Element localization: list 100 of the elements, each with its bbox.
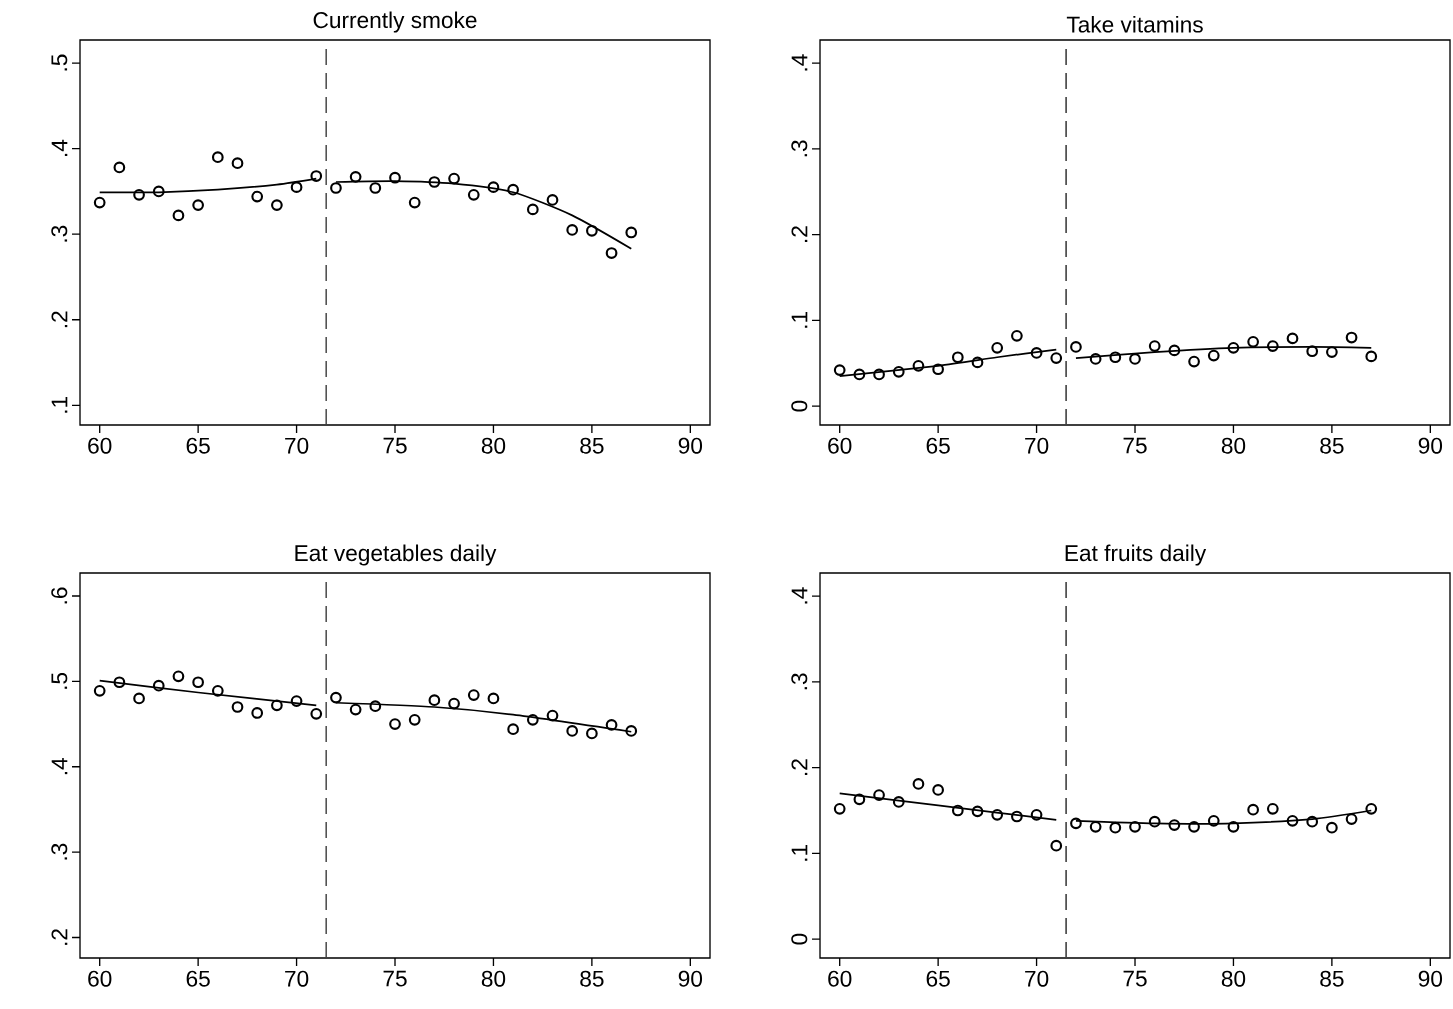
point — [951, 804, 964, 817]
point — [487, 692, 500, 705]
point — [1306, 345, 1319, 358]
point — [330, 691, 342, 704]
point — [448, 172, 460, 185]
point — [873, 368, 885, 381]
point — [231, 701, 244, 713]
point — [211, 684, 224, 697]
point — [1050, 352, 1063, 364]
point — [1326, 821, 1338, 834]
y-tick-label: 0 — [791, 400, 808, 412]
point — [932, 363, 944, 376]
point — [1168, 344, 1181, 357]
point — [932, 784, 944, 796]
point — [133, 188, 145, 201]
point — [1247, 803, 1259, 816]
point — [1207, 814, 1220, 827]
x-tick-label: 90 — [678, 970, 703, 987]
point — [408, 196, 421, 209]
point — [833, 802, 846, 815]
point — [251, 707, 264, 719]
point — [1168, 819, 1181, 831]
point — [625, 226, 638, 239]
x-tick-label: 85 — [1320, 437, 1344, 454]
point — [1286, 814, 1299, 827]
point — [1227, 341, 1240, 354]
point — [1266, 802, 1279, 815]
point — [526, 203, 539, 216]
point — [93, 684, 106, 697]
point — [892, 796, 905, 808]
point — [1247, 335, 1259, 348]
point — [1306, 815, 1319, 828]
point — [428, 176, 441, 188]
point — [152, 679, 165, 692]
point — [1109, 821, 1122, 834]
point — [853, 368, 866, 381]
chart-title: Currently smoke — [313, 11, 477, 33]
point — [605, 719, 618, 731]
point — [586, 727, 598, 740]
y-tick-label: .1 — [51, 396, 68, 413]
point — [1345, 331, 1358, 344]
point — [1011, 329, 1023, 342]
y-tick-label: .3 — [51, 843, 68, 860]
point — [1365, 802, 1378, 815]
x-tick-label: 90 — [1418, 970, 1443, 987]
point — [1050, 839, 1063, 852]
x-tick-label: 65 — [926, 970, 950, 987]
point — [566, 725, 579, 737]
point — [408, 713, 421, 726]
point — [310, 707, 323, 720]
y-tick-label: .2 — [51, 311, 68, 328]
point — [951, 351, 964, 364]
point — [1188, 820, 1200, 833]
point — [389, 718, 401, 730]
point — [192, 199, 204, 211]
x-tick-label: 85 — [580, 437, 604, 454]
point — [310, 170, 323, 182]
point — [1365, 350, 1378, 363]
point — [487, 181, 500, 194]
x-tick-label: 75 — [1123, 437, 1147, 454]
point — [912, 778, 925, 790]
y-tick-label: .3 — [791, 140, 808, 157]
point — [833, 364, 846, 376]
point — [1345, 813, 1358, 825]
point — [526, 713, 539, 726]
point — [369, 182, 382, 194]
point — [271, 199, 283, 211]
y-tick-label: .3 — [51, 225, 68, 242]
y-tick-label: .4 — [791, 54, 808, 71]
x-tick-label: 90 — [1418, 437, 1443, 454]
x-tick-label: 75 — [383, 970, 407, 987]
x-tick-label: 80 — [481, 437, 506, 454]
point — [1148, 815, 1161, 828]
point — [507, 723, 519, 736]
point — [625, 725, 638, 737]
x-tick-label: 70 — [285, 970, 309, 987]
x-tick-label: 70 — [1025, 970, 1049, 987]
chart-title: Eat vegetables daily — [295, 544, 497, 566]
point — [1030, 347, 1043, 359]
point — [389, 171, 401, 184]
x-tick-label: 60 — [88, 970, 112, 987]
y-tick-label: .5 — [51, 672, 68, 689]
point — [1070, 341, 1082, 353]
y-tick-label: .2 — [791, 226, 808, 243]
y-tick-label: .4 — [51, 757, 68, 775]
line-series — [838, 348, 1058, 377]
point — [853, 793, 866, 806]
point — [566, 224, 579, 236]
point — [113, 676, 126, 689]
point — [330, 182, 342, 194]
point — [586, 224, 598, 237]
point — [467, 188, 480, 201]
point — [1109, 351, 1122, 364]
point — [1266, 340, 1279, 352]
x-tick-label: 90 — [678, 437, 703, 454]
y-tick-label: .1 — [791, 312, 808, 328]
point — [192, 676, 204, 689]
x-tick-label: 70 — [285, 437, 309, 454]
x-tick-label: 60 — [88, 437, 112, 454]
point — [605, 247, 618, 259]
